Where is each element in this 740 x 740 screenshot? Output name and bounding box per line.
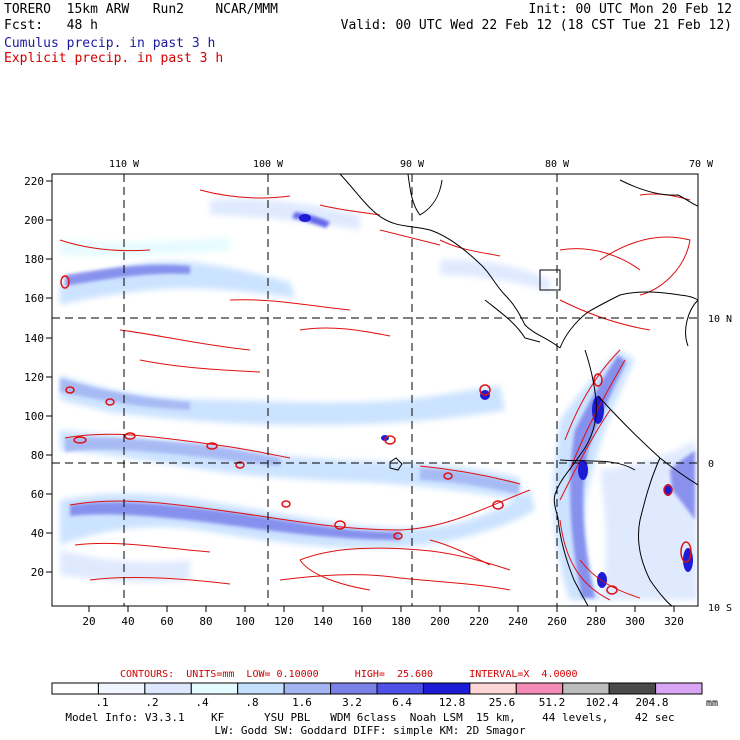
colorbar-swatch: [422, 682, 471, 695]
x-tick-label: 100: [235, 615, 255, 628]
lat-lon-grid: [52, 174, 698, 606]
colorbar-swatch: [237, 682, 285, 695]
x-tick-label: 320: [664, 615, 684, 628]
y-tick-label: 60: [31, 488, 44, 501]
y-tick-label: 80: [31, 449, 44, 462]
x-tick-label: 60: [160, 615, 173, 628]
contours-caption: CONTOURS: UNITS=mm LOW= 0.10000 HIGH= 25…: [120, 669, 578, 680]
x-tick-label: 200: [430, 615, 450, 628]
colorbar-label: 204.8: [635, 696, 668, 709]
longitude-label: 100 W: [253, 159, 284, 170]
y-tick-label: 160: [24, 292, 44, 305]
colorbar-swatch: [608, 682, 657, 695]
y-tick-label: 200: [24, 214, 44, 227]
x-tick-label: 80: [199, 615, 212, 628]
colorbar-label: 51.2: [539, 696, 566, 709]
coastlines: [339, 174, 698, 606]
map-area: [52, 174, 698, 606]
x-tick-label: 120: [274, 615, 294, 628]
y-tick-label: 20: [31, 566, 44, 579]
cumulus-legend-title: Cumulus precip. in past 3 h: [4, 36, 216, 51]
colorbar-labels: .1 .2 .4 .8 1.6 3.2 6.4 12.8 25.6 51.2 1…: [95, 696, 668, 709]
colorbar-label: .2: [145, 696, 158, 709]
x-tick-label: 300: [625, 615, 645, 628]
axis-ticks: [46, 180, 675, 612]
model-info-line2: LW: Godd SW: Goddard DIFF: simple KM: 2D…: [214, 724, 526, 737]
colorbar-swatch: [283, 682, 332, 695]
colorbar-swatch: [190, 682, 239, 695]
x-tick-label: 240: [508, 615, 528, 628]
x-tick-label: 40: [121, 615, 134, 628]
latitude-label: 10 S: [708, 603, 732, 614]
y-tick-labels: 220 200 180 160 140 120 100 80 60 40 20: [24, 175, 44, 579]
latitude-labels: 10 N 0 10 S: [708, 314, 732, 614]
colorbar: [51, 682, 703, 695]
init-time: Init: 00 UTC Mon 20 Feb 12: [528, 2, 733, 17]
x-tick-label: 260: [547, 615, 567, 628]
colorbar-swatch: [655, 682, 703, 695]
latitude-label: 10 N: [708, 314, 732, 325]
colorbar-swatch: [51, 682, 99, 695]
longitude-label: 80 W: [545, 159, 570, 170]
colorbar-label: 1.6: [292, 696, 312, 709]
longitude-label: 90 W: [400, 159, 425, 170]
colorbar-swatch: [469, 682, 517, 695]
colorbar-swatch: [144, 682, 192, 695]
valid-time: Valid: 00 UTC Wed 22 Feb 12 (18 CST Tue …: [340, 18, 732, 33]
longitude-label: 110 W: [109, 159, 140, 170]
colorbar-label: 3.2: [342, 696, 362, 709]
colorbar-swatch: [515, 682, 564, 695]
y-tick-label: 100: [24, 410, 44, 423]
y-tick-label: 140: [24, 332, 44, 345]
colorbar-label: .1: [95, 696, 108, 709]
colorbar-label: 6.4: [392, 696, 412, 709]
latitude-label: 0: [708, 459, 714, 470]
x-tick-labels: 20 40 60 80 100 120 140 160 180 200 220 …: [82, 615, 684, 628]
colorbar-label: .8: [245, 696, 258, 709]
y-tick-label: 220: [24, 175, 44, 188]
colorbar-unit: mm: [706, 698, 718, 709]
longitude-labels: 110 W 100 W 90 W 80 W 70 W: [109, 159, 714, 170]
model-info-line1: Model Info: V3.3.1 KF YSU PBL WDM 6class…: [65, 711, 675, 724]
colorbar-label: .4: [195, 696, 209, 709]
colorbar-label: 25.6: [489, 696, 516, 709]
map-frame: [51, 173, 699, 607]
x-tick-label: 20: [82, 615, 95, 628]
colorbar-label: 102.4: [585, 696, 618, 709]
x-tick-label: 140: [313, 615, 333, 628]
y-tick-label: 40: [31, 527, 44, 540]
explicit-precip-cells: [60, 275, 692, 595]
model-run-title: TORERO 15km ARW Run2 NCAR/MMM: [4, 2, 278, 17]
x-tick-label: 180: [391, 615, 411, 628]
colorbar-swatch: [97, 682, 146, 695]
colorbar-swatch: [330, 682, 378, 695]
colorbar-label: 12.8: [439, 696, 466, 709]
y-tick-label: 120: [24, 371, 44, 384]
y-tick-label: 180: [24, 253, 44, 266]
explicit-precip-contours: [59, 189, 691, 601]
colorbar-swatch: [562, 682, 610, 695]
x-tick-label: 280: [586, 615, 606, 628]
explicit-legend-title: Explicit precip. in past 3 h: [4, 51, 224, 66]
longitude-label: 70 W: [689, 159, 714, 170]
colorbar-swatch: [376, 682, 424, 695]
x-tick-label: 160: [352, 615, 372, 628]
forecast-hour: Fcst: 48 h: [4, 18, 98, 33]
x-tick-label: 220: [469, 615, 489, 628]
